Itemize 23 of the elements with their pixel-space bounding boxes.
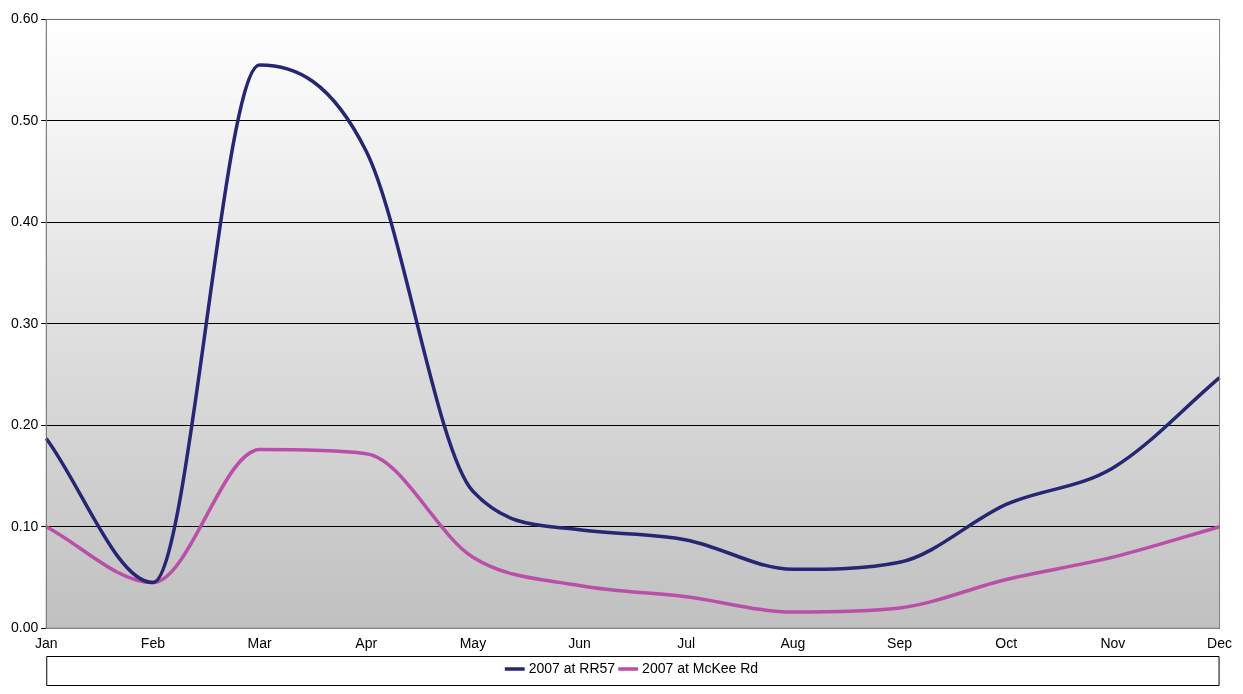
- y-tick-label: 0.60: [11, 10, 39, 27]
- x-tick-label: Jul: [677, 635, 696, 652]
- legend-label: 2007 at McKee Rd: [642, 659, 759, 676]
- x-tick-label: Dec: [1207, 635, 1232, 652]
- x-tick-label: Jan: [34, 635, 58, 652]
- x-tick-label: Nov: [1100, 635, 1126, 652]
- x-tick-label: May: [459, 635, 487, 652]
- y-tick-label: 0.40: [11, 213, 39, 230]
- line-series: [44, 447, 1222, 614]
- y-tick-label: 0.10: [11, 517, 39, 534]
- line-series: [44, 63, 1222, 585]
- x-tick-label: Oct: [995, 635, 1018, 652]
- x-tick-label: Aug: [780, 635, 806, 652]
- y-tick-label: 0.50: [11, 111, 39, 128]
- x-tick-label: Apr: [355, 635, 378, 652]
- y-tick-label: 0.30: [11, 314, 39, 331]
- y-tick-label: 0.20: [11, 416, 39, 433]
- x-tick-label: Mar: [247, 635, 272, 652]
- x-tick-label: Feb: [140, 635, 166, 652]
- legend-label: 2007 at RR57: [528, 659, 616, 676]
- y-tick-label: 0.00: [11, 619, 39, 636]
- x-tick-label: Sep: [887, 635, 913, 652]
- x-tick-label: Jun: [568, 635, 591, 652]
